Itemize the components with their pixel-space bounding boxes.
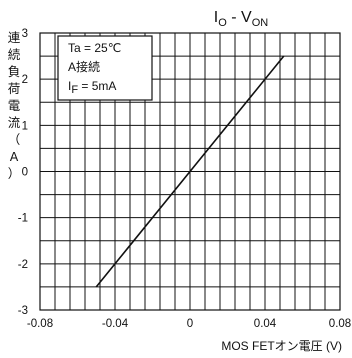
x-tick-label: -0.04 [102,318,129,330]
x-tick-label: -0.08 [27,318,53,330]
x-tick-label: 0 [187,318,193,330]
series-line [95,55,285,288]
title-v-sub: ON [252,17,269,29]
y-axis-label-char: （ [8,132,21,147]
y-axis-label-char: 電 [8,98,21,113]
title-i: I [214,9,218,26]
y-axis-label-char: 荷 [8,81,21,96]
y-tick-label: -1 [18,213,28,225]
x-tick-label: 0.04 [254,318,277,330]
y-tick-label: -3 [18,305,28,317]
y-tick-label: -2 [18,259,28,271]
plot-frame [39,32,341,311]
y-tick-labels: 3 2 1 0 -1 -2 -3 [18,28,28,317]
chart-title: IO - VON [214,9,268,29]
x-tick-label: 0.08 [329,318,351,330]
condition-connection: A接続 [68,59,100,74]
condition-temperature: Ta = 25℃ [68,41,121,55]
x-tick-labels: -0.08 -0.04 0 0.04 0.08 [27,318,351,330]
conditions-box-frame [57,35,153,101]
series [95,55,285,288]
y-tick-label: 3 [22,28,28,40]
if-sub: F [71,84,78,96]
if-main: I [68,79,71,93]
grid [40,33,340,310]
y-axis-label-char: 負 [8,64,21,79]
x-axis-label: MOS FETオン電圧 (V) [221,339,342,353]
condition-forward-current: IF = 5mA [68,79,116,96]
title-i-sub: O [218,17,227,29]
title-sep: - V [227,9,252,26]
y-tick-label: 0 [22,167,28,179]
y-tick-label: 1 [22,120,28,132]
if-rest: = 5mA [78,79,116,93]
y-axis-label-char: 流 [8,115,21,130]
y-axis-label-char: A [10,149,19,164]
y-tick-label: 2 [22,74,28,86]
conditions-box: Ta = 25℃ A接続 IF = 5mA [57,35,153,101]
y-axis-label-char: 続 [8,47,21,62]
y-axis-label-char: ） [8,166,21,181]
y-axis-label-char: 連 [8,30,21,45]
